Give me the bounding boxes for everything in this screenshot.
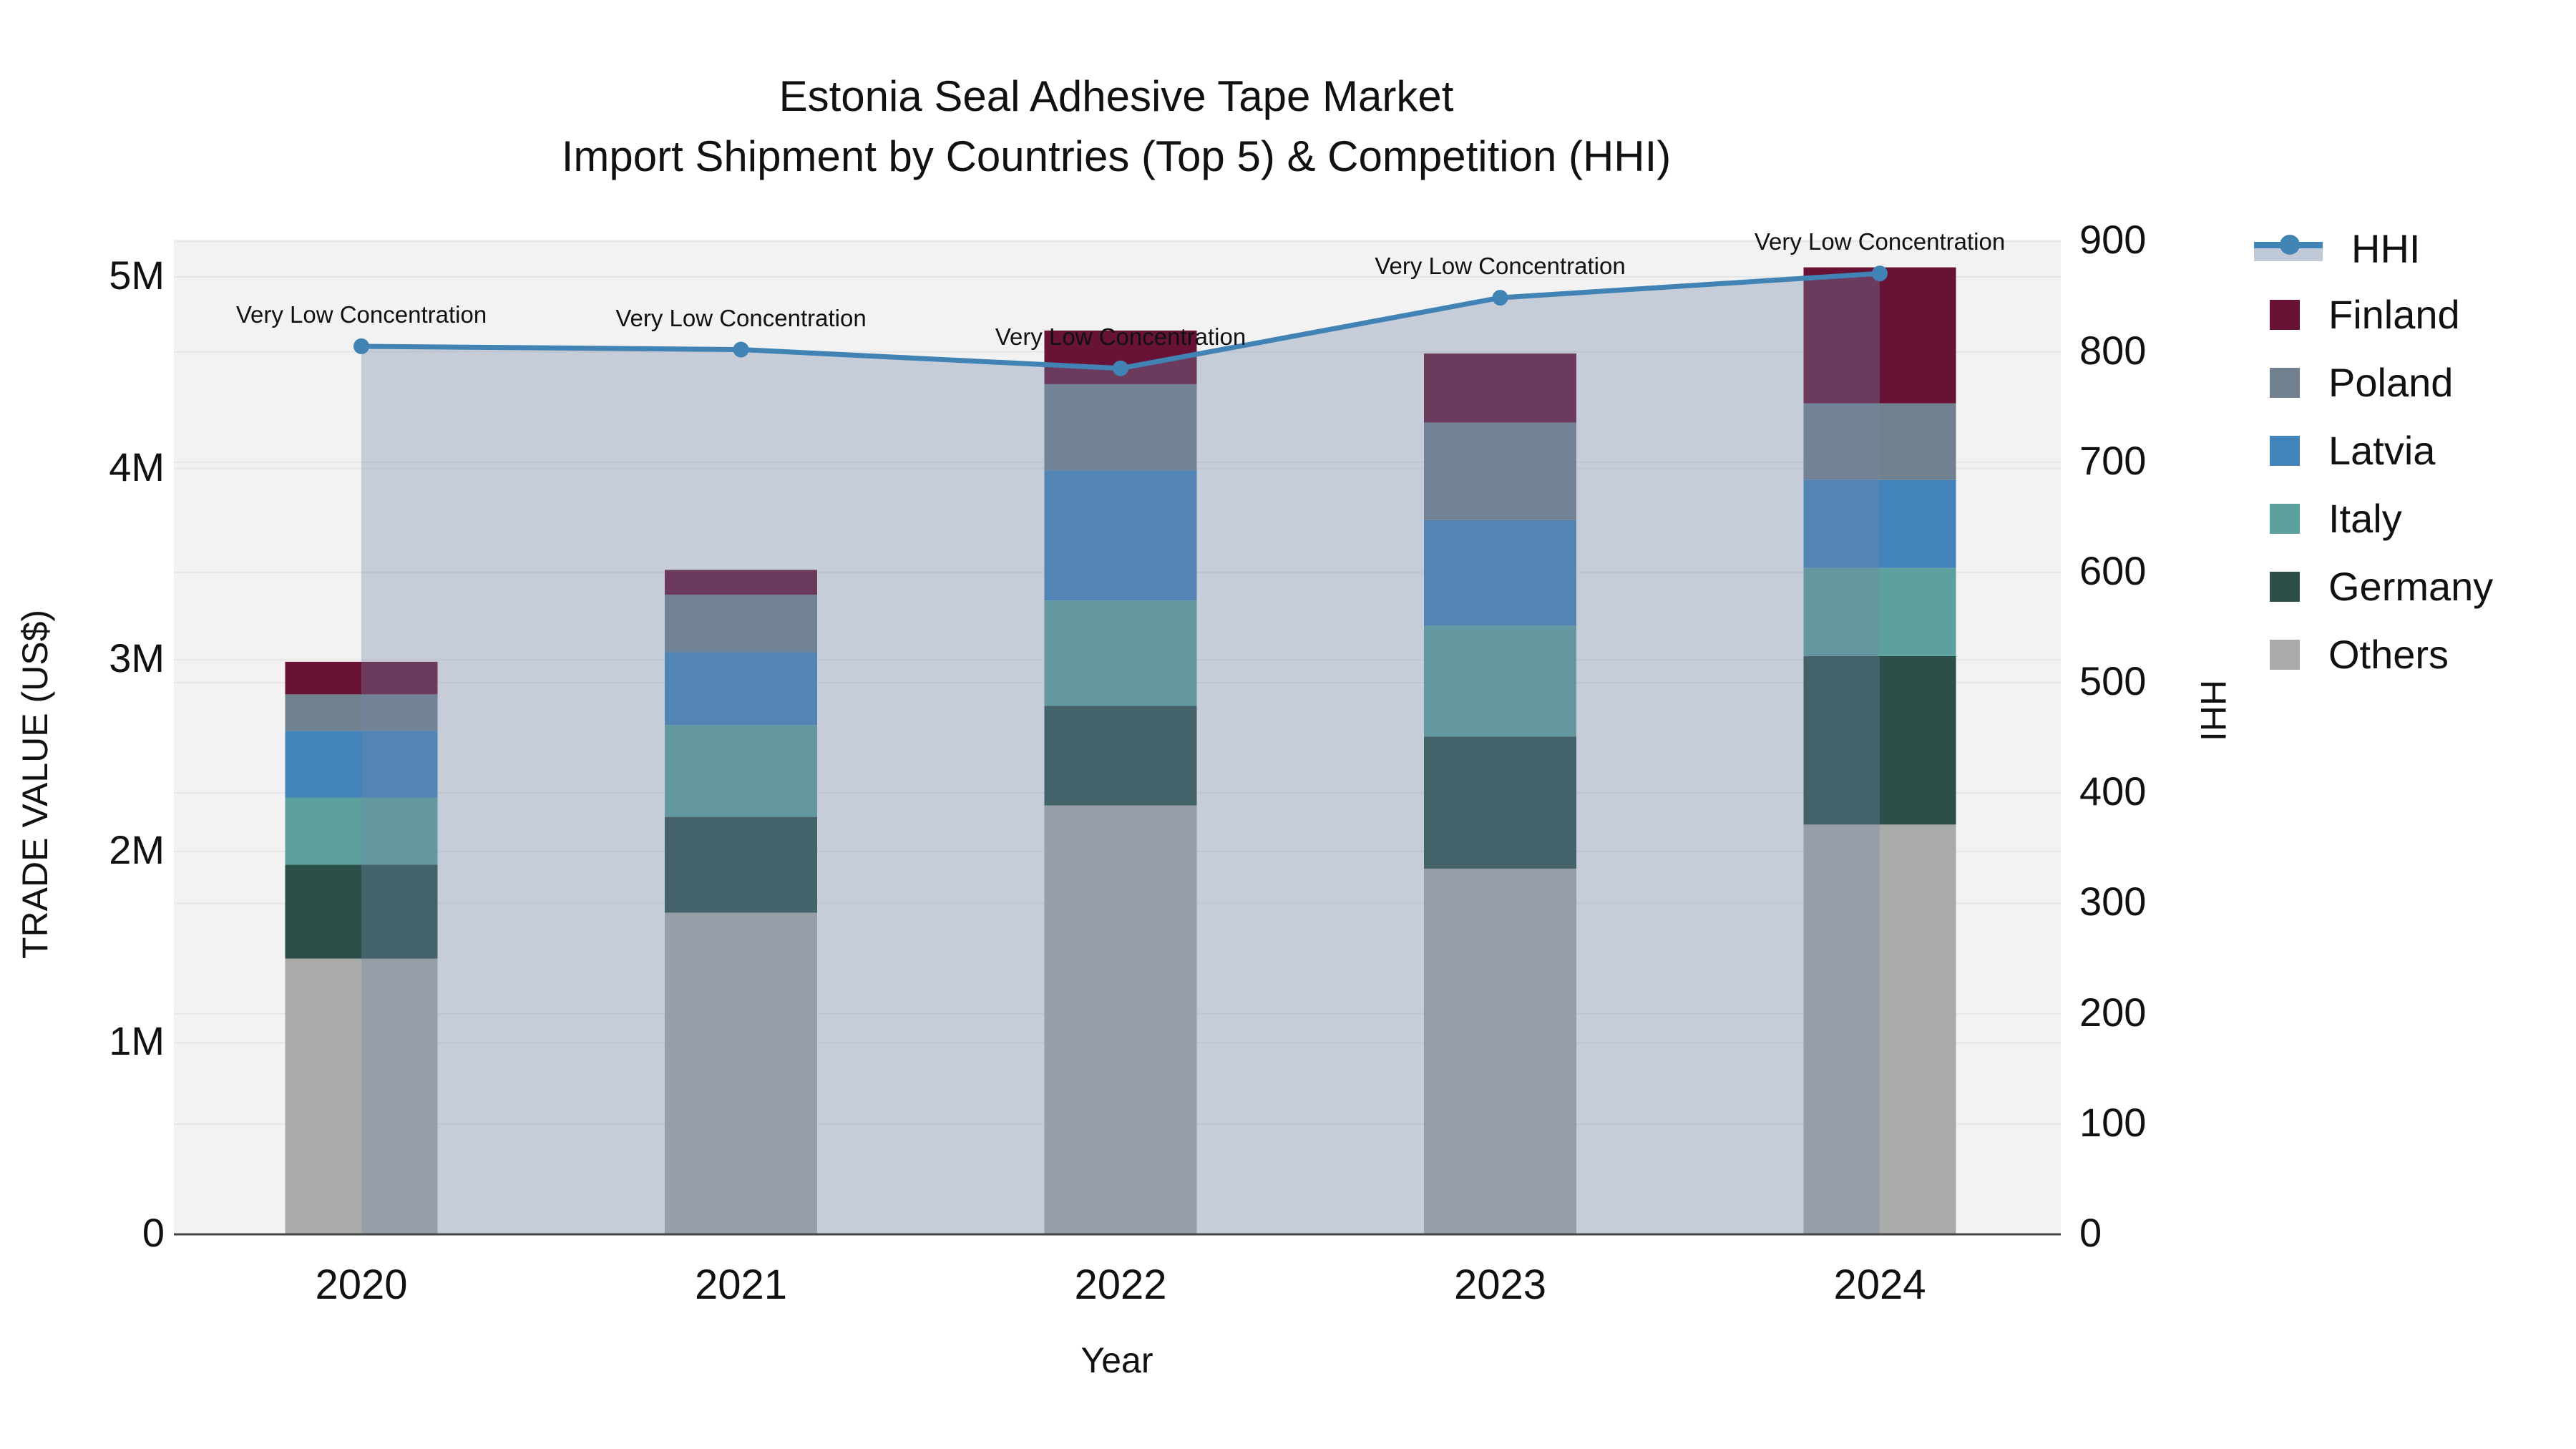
legend-label: Poland — [2328, 360, 2454, 405]
bar-segment-germany-2020 — [285, 864, 438, 959]
bar-segment-poland-2020 — [285, 694, 438, 731]
x-tick-label-2020: 2020 — [315, 1262, 408, 1308]
bar-segment-latvia-2024 — [1803, 479, 1956, 568]
hhi-area-fill — [361, 273, 1880, 1234]
legend-swatch-latvia-icon — [2270, 435, 2300, 466]
hhi-marker-2021 — [733, 341, 749, 358]
bar-segment-germany-2021 — [665, 816, 817, 913]
bar-segment-germany-2024 — [1803, 655, 1956, 825]
legend-item-others[interactable]: Others — [2254, 631, 2449, 678]
y-axis-right-title: HHI — [2193, 680, 2233, 742]
legend-label: Italy — [2328, 496, 2402, 541]
bar-segment-poland-2021 — [665, 595, 817, 653]
y-right-tick-label-500: 500 — [2079, 658, 2147, 704]
bar-segment-others-2020 — [285, 958, 438, 1234]
y-left-tick-label-2M: 2M — [109, 826, 165, 872]
bar-segment-italy-2024 — [1803, 567, 1956, 656]
y-right-tick-label-700: 700 — [2079, 437, 2147, 483]
y-left-tick-label-3M: 3M — [109, 635, 165, 681]
legend-item-latvia[interactable]: Latvia — [2254, 427, 2435, 474]
chart-title-line2: Import Shipment by Countries (Top 5) & C… — [561, 132, 1672, 180]
hhi-marker-2023 — [1492, 290, 1508, 306]
annotation-2023: Very Low Concentration — [1375, 253, 1626, 280]
annotation-2022: Very Low Concentration — [995, 323, 1246, 350]
hhi-line-legend-sample — [2254, 233, 2323, 265]
y-right-tick-label-300: 300 — [2079, 879, 2147, 924]
hhi-legend-marker-icon — [2280, 234, 2300, 255]
y-right-tick-label-400: 400 — [2079, 769, 2147, 814]
bar-segment-latvia-2022 — [1044, 470, 1197, 601]
bar-segment-others-2022 — [1044, 805, 1197, 1234]
x-tick-label-2021: 2021 — [694, 1262, 788, 1308]
y-right-tick-label-100: 100 — [2079, 1099, 2147, 1145]
x-tick-label-2024: 2024 — [1833, 1262, 1926, 1308]
bar-segment-italy-2023 — [1424, 625, 1576, 737]
y-right-tick-label-0: 0 — [2079, 1210, 2102, 1255]
y-left-tick-label-5M: 5M — [109, 253, 165, 298]
legend-label: Others — [2328, 632, 2449, 677]
bar-segment-others-2021 — [665, 912, 817, 1234]
bar-segment-others-2024 — [1803, 824, 1956, 1234]
legend-label: HHI — [2351, 226, 2421, 271]
annotation-2020: Very Low Concentration — [235, 301, 487, 328]
bar-segment-italy-2020 — [285, 797, 438, 865]
bar-segment-poland-2022 — [1044, 384, 1197, 471]
legend-item-finland[interactable]: Finland — [2254, 291, 2460, 338]
bar-segment-poland-2024 — [1803, 403, 1956, 480]
legend-swatch-finland-icon — [2270, 299, 2300, 330]
x-tick-label-2022: 2022 — [1074, 1262, 1167, 1308]
y-left-tick-label-0: 0 — [142, 1210, 165, 1255]
bar-segment-germany-2023 — [1424, 736, 1576, 869]
y-left-tick-label-4M: 4M — [109, 444, 165, 489]
y-right-tick-label-600: 600 — [2079, 547, 2147, 593]
bar-segment-finland-2023 — [1424, 353, 1576, 423]
legend-item-hhi[interactable]: HHI — [2254, 225, 2420, 272]
legend-label: Finland — [2328, 292, 2460, 337]
legend-label: Germany — [2328, 564, 2494, 609]
legend-swatch-italy-icon — [2270, 503, 2300, 534]
bar-segment-latvia-2020 — [285, 731, 438, 798]
y-right-tick-label-200: 200 — [2079, 989, 2147, 1035]
chart-title-line1: Estonia Seal Adhesive Tape Market — [779, 72, 1454, 120]
legend-item-germany[interactable]: Germany — [2254, 563, 2493, 610]
bar-segment-others-2023 — [1424, 868, 1576, 1234]
hhi-marker-2022 — [1113, 360, 1128, 376]
legend-label: Latvia — [2328, 428, 2436, 473]
bar-segment-finland-2020 — [285, 661, 438, 695]
bar-segment-latvia-2023 — [1424, 519, 1576, 626]
y-right-tick-label-800: 800 — [2079, 327, 2147, 373]
legend-item-poland[interactable]: Poland — [2254, 359, 2453, 406]
bar-segment-latvia-2021 — [665, 652, 817, 726]
legend-item-italy[interactable]: Italy — [2254, 495, 2402, 542]
annotation-2024: Very Low Concentration — [1754, 228, 2006, 255]
y-left-tick-label-1M: 1M — [109, 1018, 165, 1064]
legend-swatch-poland-icon — [2270, 367, 2300, 398]
annotation-2021: Very Low Concentration — [615, 304, 867, 331]
bar-segment-italy-2022 — [1044, 600, 1197, 706]
hhi-legend-fill-icon — [2254, 248, 2323, 261]
x-axis-title: Year — [1080, 1340, 1153, 1380]
bar-segment-italy-2021 — [665, 725, 817, 817]
y-right-tick-label-900: 900 — [2079, 217, 2147, 263]
bar-segment-finland-2024 — [1803, 267, 1956, 404]
legend-swatch-others-icon — [2270, 639, 2300, 670]
bar-segment-germany-2022 — [1044, 706, 1197, 806]
legend-swatch-germany-icon — [2270, 571, 2300, 602]
hhi-marker-2024 — [1872, 265, 1888, 282]
y-axis-left-title: TRADE VALUE (US$) — [15, 609, 55, 959]
x-tick-label-2023: 2023 — [1453, 1262, 1547, 1308]
bar-segment-poland-2023 — [1424, 422, 1576, 520]
hhi-marker-2020 — [353, 338, 369, 354]
bar-segment-finland-2021 — [665, 570, 817, 595]
